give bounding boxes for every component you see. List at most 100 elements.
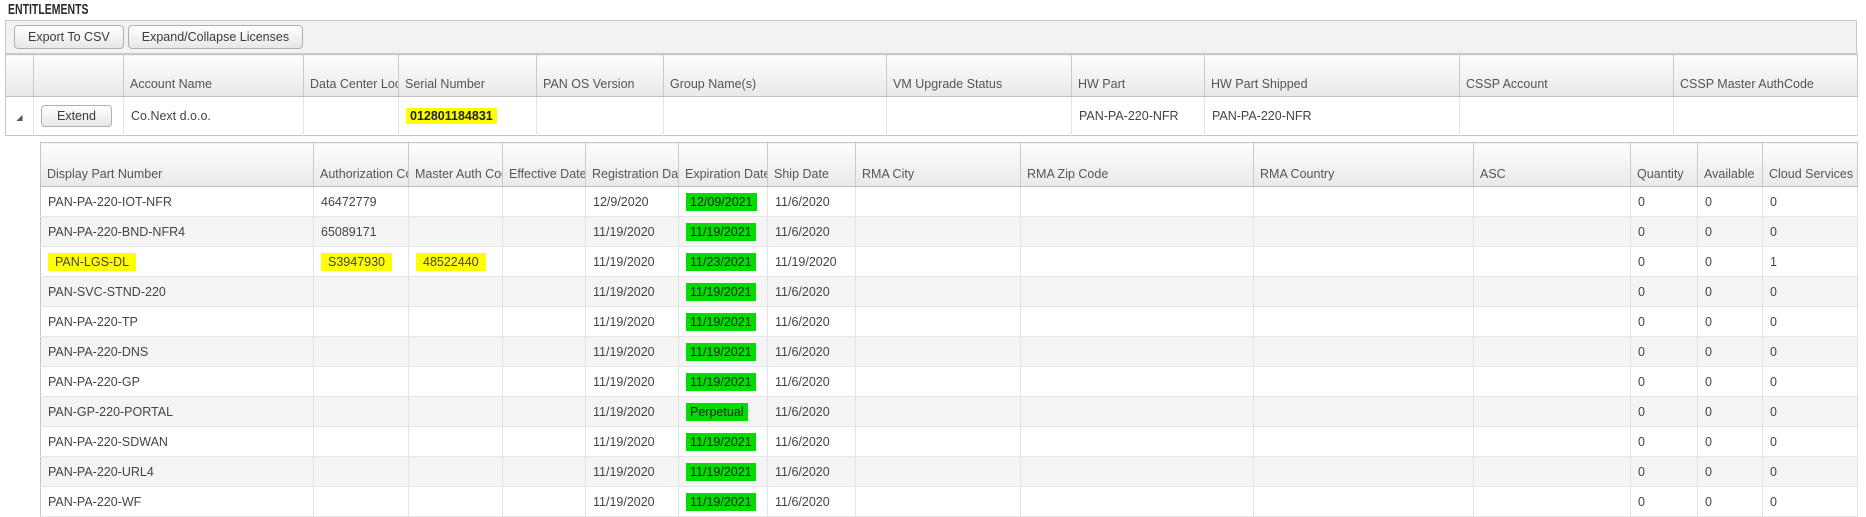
master-auth-code-cell [408, 366, 503, 397]
master-auth-code-cell [408, 276, 503, 307]
effective-date-cell [502, 366, 586, 397]
header-actions [33, 54, 124, 97]
license-row: PAN-PA-220-DNS 11/19/2020 11/19/2021 11/… [40, 336, 1858, 367]
header-registration-date: Registration Date [585, 142, 679, 187]
ship-date-cell: 11/6/2020 [767, 366, 856, 397]
quantity-cell: 0 [1630, 276, 1698, 307]
rma-country-cell [1253, 456, 1474, 487]
quantity-cell: 0 [1630, 456, 1698, 487]
header-display-part-number: Display Part Number [40, 142, 314, 187]
rma-country-cell [1253, 426, 1474, 457]
quantity-cell: 0 [1630, 306, 1698, 337]
asc-cell [1473, 186, 1631, 217]
expand-collapse-licenses-button[interactable]: Expand/Collapse Licenses [127, 25, 304, 49]
ship-date-cell: 11/6/2020 [767, 276, 856, 307]
vm-upgrade-status-cell [886, 96, 1072, 136]
ship-date-cell: 11/19/2020 [767, 246, 856, 277]
quantity-cell: 0 [1630, 366, 1698, 397]
hw-part-shipped-cell: PAN-PA-220-NFR [1204, 96, 1460, 136]
display-part-number-text: PAN-PA-220-IOT-NFR [48, 194, 172, 209]
authorization-code-cell: 46472779 [313, 186, 409, 217]
header-quantity: Quantity [1630, 142, 1698, 187]
registration-date-cell: 11/19/2020 [585, 486, 679, 517]
display-part-number-text: PAN-SVC-STND-220 [48, 284, 166, 299]
export-to-csv-button[interactable]: Export To CSV [14, 25, 124, 49]
rma-zip-code-cell [1020, 456, 1254, 487]
effective-date-cell [502, 486, 586, 517]
header-account-name: Account Name [123, 54, 304, 97]
data-center-location-cell [303, 96, 399, 136]
header-ship-date: Ship Date [767, 142, 856, 187]
display-part-number-cell: PAN-PA-220-URL4 [40, 456, 314, 487]
available-cell: 0 [1697, 306, 1763, 337]
authorization-code-cell [313, 306, 409, 337]
available-cell: 0 [1697, 456, 1763, 487]
available-cell: 0 [1697, 216, 1763, 247]
page-title: ENTITLEMENTS [8, 1, 89, 18]
expiration-date-cell: Perpetual [678, 396, 768, 427]
ship-date-cell: 11/6/2020 [767, 396, 856, 427]
display-part-number-cell: PAN-PA-220-SDWAN [40, 426, 314, 457]
expiration-date-highlight: 11/19/2021 [686, 282, 756, 301]
cloud-services-quantity-cell: 1 [1762, 246, 1858, 277]
registration-date-cell: 11/19/2020 [585, 366, 679, 397]
extend-button[interactable]: Extend [41, 105, 112, 127]
rma-city-cell [855, 306, 1021, 337]
expiration-date-cell: 11/19/2021 [678, 366, 768, 397]
available-cell: 0 [1697, 276, 1763, 307]
authorization-code-cell: 65089171 [313, 216, 409, 247]
quantity-cell: 0 [1630, 216, 1698, 247]
license-row: PAN-PA-220-SDWAN 11/19/2020 11/19/2021 1… [40, 426, 1858, 457]
license-row: PAN-LGS-DL S3947930 48522440 11/19/2020 … [40, 246, 1858, 277]
ship-date-cell: 11/6/2020 [767, 306, 856, 337]
row-expander-cell: ◢ [5, 96, 34, 136]
display-part-number-cell: PAN-LGS-DL [40, 246, 314, 277]
asc-cell [1473, 336, 1631, 367]
header-available: Available [1697, 142, 1763, 187]
license-row: PAN-PA-220-IOT-NFR 46472779 12/9/2020 12… [40, 186, 1858, 217]
rma-city-cell [855, 246, 1021, 277]
header-asc: ASC [1473, 142, 1631, 187]
master-auth-code-cell [408, 216, 503, 247]
rma-country-cell [1253, 396, 1474, 427]
registration-date-cell: 11/19/2020 [585, 276, 679, 307]
display-part-number-cell: PAN-PA-220-DNS [40, 336, 314, 367]
rma-zip-code-cell [1020, 186, 1254, 217]
ship-date-cell: 11/6/2020 [767, 336, 856, 367]
effective-date-cell [502, 336, 586, 367]
license-row: PAN-PA-220-GP 11/19/2020 11/19/2021 11/6… [40, 366, 1858, 397]
authorization-code-cell [313, 336, 409, 367]
rma-zip-code-cell [1020, 486, 1254, 517]
display-part-number-text: PAN-GP-220-PORTAL [48, 404, 174, 419]
quantity-cell: 0 [1630, 336, 1698, 367]
rma-city-cell [855, 396, 1021, 427]
license-row: PAN-PA-220-URL4 11/19/2020 11/19/2021 11… [40, 456, 1858, 487]
available-cell: 0 [1697, 366, 1763, 397]
quantity-cell: 0 [1630, 486, 1698, 517]
quantity-cell: 0 [1630, 426, 1698, 457]
ship-date-cell: 11/6/2020 [767, 216, 856, 247]
rma-zip-code-cell [1020, 306, 1254, 337]
licenses-subgrid: Display Part Number Authorization Code M… [40, 142, 1858, 517]
expiration-date-highlight: 11/19/2021 [686, 372, 756, 391]
available-cell: 0 [1697, 426, 1763, 457]
collapse-row-icon[interactable]: ◢ [16, 113, 23, 122]
license-row: PAN-PA-220-TP 11/19/2020 11/19/2021 11/6… [40, 306, 1858, 337]
expiration-date-highlight: 11/23/2021 [686, 252, 756, 271]
account-name-cell: Co.Next d.o.o. [123, 96, 304, 136]
master-auth-code-cell [408, 426, 503, 457]
rma-zip-code-cell [1020, 216, 1254, 247]
header-serial-number: Serial Number [398, 54, 537, 97]
header-hw-part: HW Part [1071, 54, 1205, 97]
cssp-master-authcode-cell [1673, 96, 1858, 136]
rma-country-cell [1253, 336, 1474, 367]
rma-zip-code-cell [1020, 366, 1254, 397]
authorization-code-text: S3947930 [321, 252, 393, 271]
display-part-number-text: PAN-LGS-DL [48, 252, 137, 271]
quantity-cell: 0 [1630, 186, 1698, 217]
license-row: PAN-GP-220-PORTAL 11/19/2020 Perpetual 1… [40, 396, 1858, 427]
registration-date-cell: 12/9/2020 [585, 186, 679, 217]
ship-date-cell: 11/6/2020 [767, 456, 856, 487]
asc-cell [1473, 246, 1631, 277]
serial-number-cell: 012801184831 [398, 96, 537, 136]
